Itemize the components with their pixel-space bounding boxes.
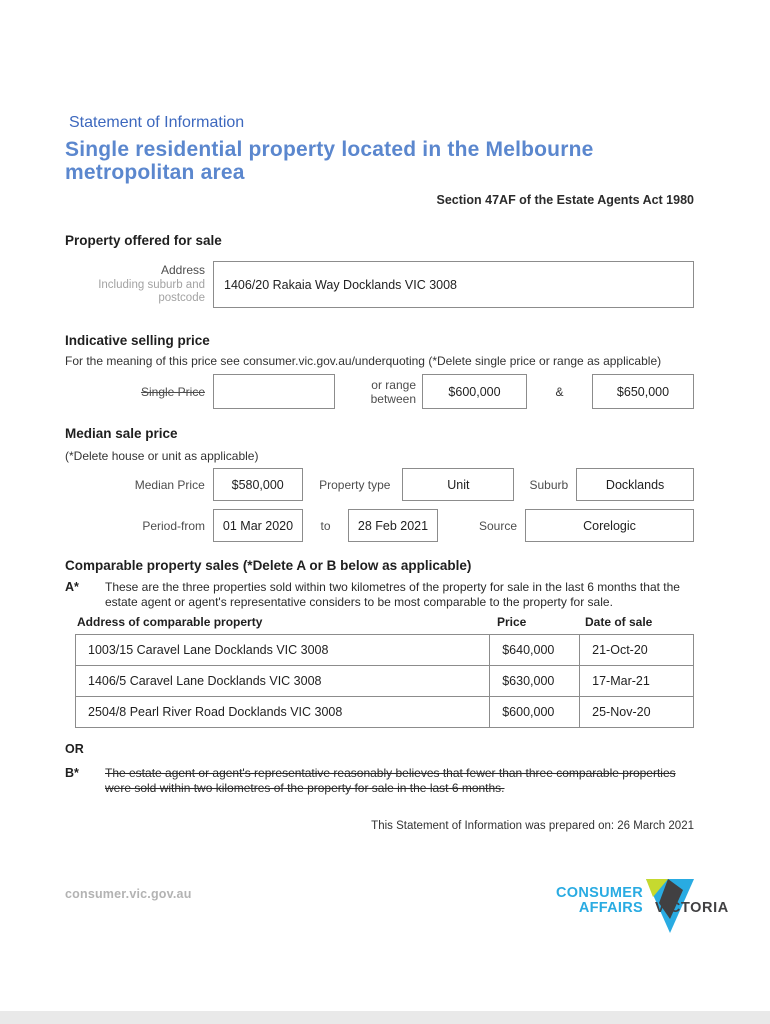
logo-triangle-icon: VICTORIA [646, 879, 728, 933]
period-from-label: Period-from [142, 518, 205, 533]
prepared-on-statement: This Statement of Information was prepar… [371, 820, 694, 832]
ampersand-label: & [555, 384, 564, 399]
median-price-row: Median Price $580,000 Property type Unit… [65, 468, 695, 501]
document-subtitle: Statement of Information [69, 114, 245, 131]
column-header-price: Price [497, 615, 527, 629]
column-header-date: Date of sale [585, 615, 653, 629]
logo-affairs-text: AFFAIRS [578, 899, 643, 916]
period-to-field[interactable]: 28 Feb 2021 [348, 509, 438, 542]
option-b-text: The estate agent or agent's representati… [105, 766, 676, 795]
option-a-text: These are the three properties sold with… [105, 580, 680, 609]
suburb-field[interactable]: Docklands [576, 468, 695, 501]
comparable-sales-table: Address of comparable property Price Dat… [74, 615, 694, 728]
section-heading-median-price: Median sale price [65, 426, 178, 441]
option-a-marker: A* [65, 580, 79, 594]
option-a: A* These are the three properties sold w… [65, 580, 694, 609]
or-label: OR [65, 742, 84, 756]
table-header-row: Address of comparable property Price Dat… [75, 615, 694, 629]
indicative-price-row: Single Price or range between $600,000 &… [65, 374, 694, 409]
indicative-price-note: For the meaning of this price see consum… [65, 354, 662, 368]
median-period-row: Period-from 01 Mar 2020 to 28 Feb 2021 S… [65, 509, 694, 542]
range-from-field[interactable]: $600,000 [422, 374, 527, 409]
logo-victoria-text: VICTORIA [655, 900, 729, 916]
to-label: to [320, 518, 331, 533]
range-to-field[interactable]: $650,000 [592, 374, 694, 409]
median-price-label: Median Price [134, 477, 205, 492]
legislation-reference: Section 47AF of the Estate Agents Act 19… [436, 193, 694, 207]
single-price-field[interactable] [213, 374, 335, 409]
period-from-field[interactable]: 01 Mar 2020 [213, 509, 303, 542]
consumer-affairs-victoria-logo: CONSUMER AFFAIRS VICTORIA [556, 879, 728, 933]
page-footer: consumer.vic.gov.au CONSUMER AFFAIRS VIC… [65, 879, 728, 933]
section-heading-comparable-sales: Comparable property sales (*Delete A or … [65, 558, 472, 573]
logo-wordmark: CONSUMER AFFAIRS [556, 879, 643, 915]
comparable-date: 21-Oct-20 [579, 634, 694, 666]
option-b-marker: B* [65, 766, 79, 780]
comparable-address: 2504/8 Pearl River Road Docklands VIC 30… [74, 696, 491, 728]
comparable-date: 17-Mar-21 [579, 665, 694, 697]
address-label: Address [160, 263, 205, 277]
comparable-price: $630,000 [489, 665, 581, 697]
table-row: 1406/5 Caravel Lane Docklands VIC 3008 $… [74, 665, 694, 697]
property-type-label: Property type [319, 477, 391, 492]
source-label: Source [478, 518, 517, 533]
range-label: or range between [370, 377, 416, 406]
median-price-note: (*Delete house or unit as applicable) [65, 449, 259, 463]
address-label-group: Address Including suburb and postcode [65, 261, 205, 308]
address-field[interactable]: 1406/20 Rakaia Way Docklands VIC 3008 [213, 261, 694, 308]
single-price-label: Single Price [140, 384, 205, 399]
property-type-field[interactable]: Unit [402, 468, 515, 501]
suburb-label: Suburb [529, 477, 569, 492]
footer-website-link[interactable]: consumer.vic.gov.au [65, 887, 192, 901]
address-row: Address Including suburb and postcode 14… [65, 261, 694, 308]
viewer-page-edge [0, 1011, 770, 1024]
section-heading-indicative-price: Indicative selling price [65, 333, 210, 348]
logo-consumer-text: CONSUMER [556, 885, 643, 901]
median-price-field[interactable]: $580,000 [212, 468, 303, 501]
comparable-date: 25-Nov-20 [579, 696, 694, 728]
column-header-address: Address of comparable property [77, 615, 263, 629]
comparable-price: $600,000 [489, 696, 581, 728]
option-b: B* The estate agent or agent's represent… [65, 766, 694, 795]
page-title: Single residential property located in t… [65, 138, 594, 184]
table-row: 1003/15 Caravel Lane Docklands VIC 3008 … [74, 634, 694, 666]
address-sublabel: Including suburb and postcode [98, 279, 205, 304]
source-field[interactable]: Corelogic [525, 509, 694, 542]
table-row: 2504/8 Pearl River Road Docklands VIC 30… [74, 696, 694, 728]
comparable-address: 1003/15 Caravel Lane Docklands VIC 3008 [74, 634, 491, 666]
section-heading-property-offered: Property offered for sale [65, 233, 222, 248]
comparable-address: 1406/5 Caravel Lane Docklands VIC 3008 [74, 665, 491, 697]
comparable-price: $640,000 [489, 634, 581, 666]
